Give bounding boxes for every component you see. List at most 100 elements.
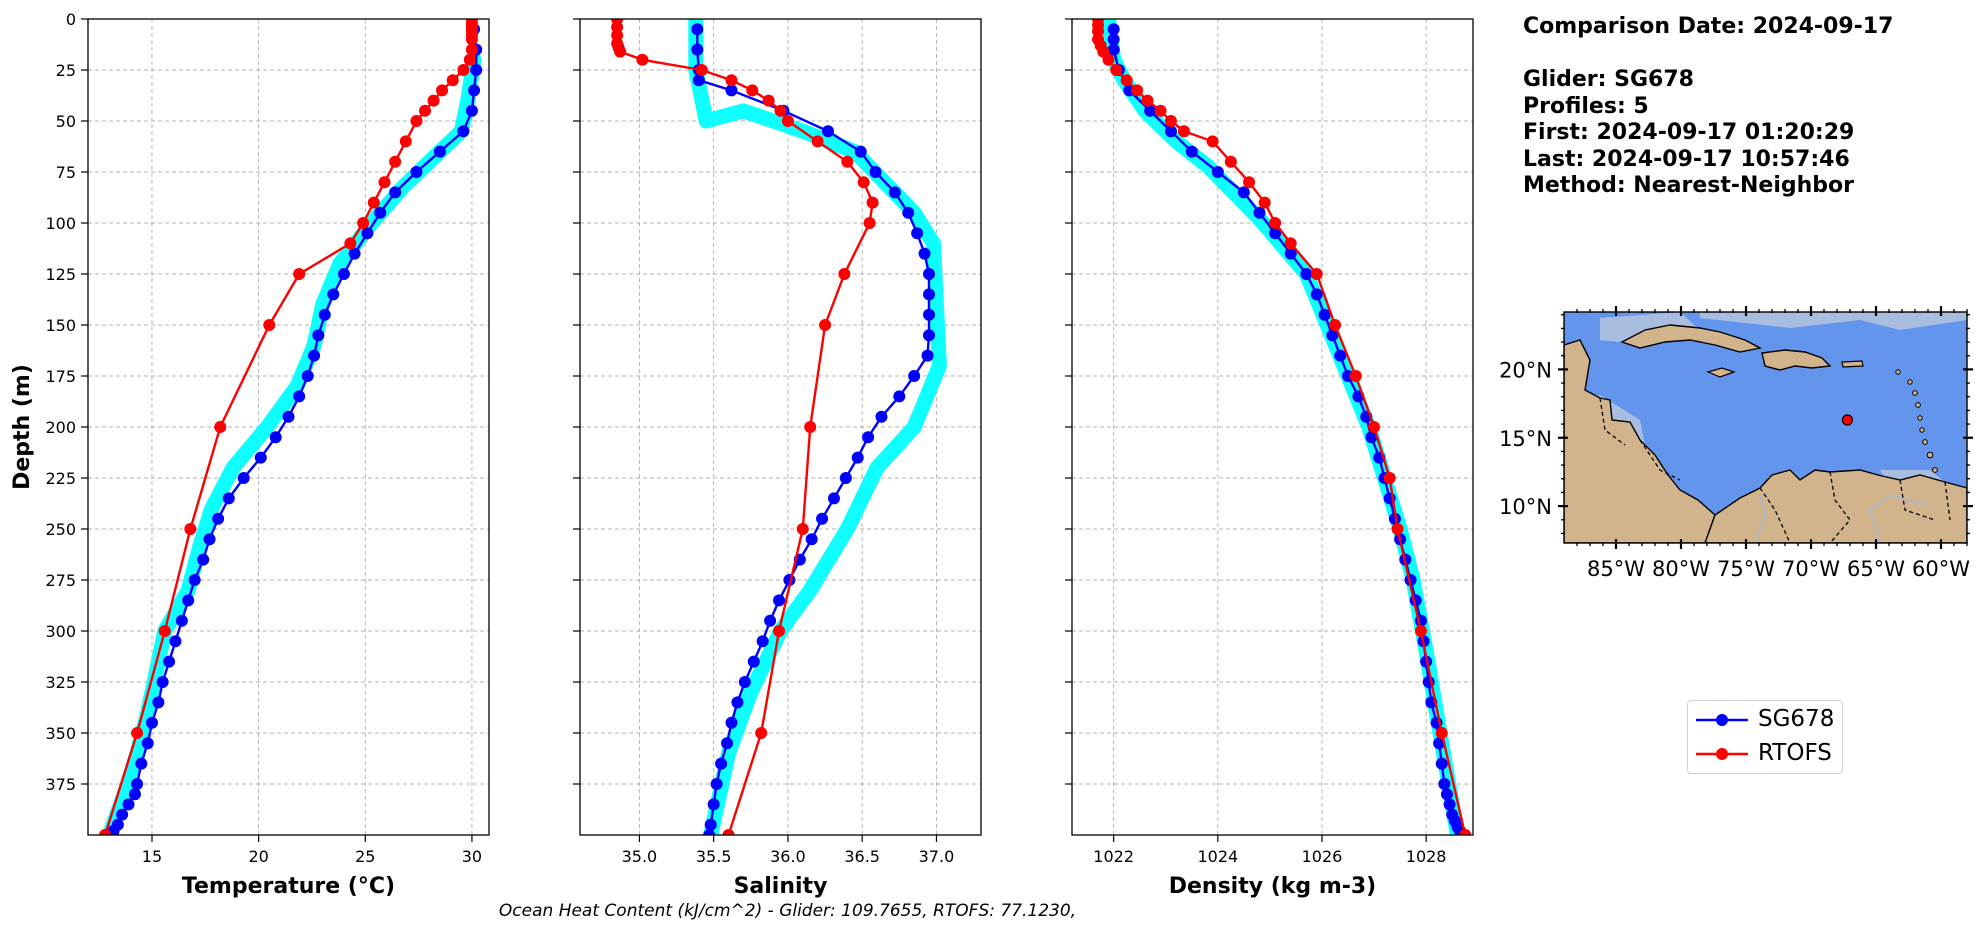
glider-profile-point (1185, 145, 1198, 158)
rtofs-profile-point (796, 523, 809, 535)
map-lon-label: 85°W (1587, 557, 1645, 581)
map-land-jamaica (1706, 367, 1736, 378)
legend: SG678 RTOFS (1687, 700, 1843, 774)
rtofs-profile-point (863, 217, 876, 229)
glider-profile-point (116, 808, 129, 821)
map-land-lesser-antilles (1895, 369, 1938, 473)
x-tick-label: 1024 (1197, 847, 1238, 866)
y-tick-label: 175 (45, 367, 76, 386)
rtofs-profile-point (463, 53, 476, 66)
glider-profile-point (237, 472, 250, 484)
rtofs-profile-point (436, 84, 449, 97)
glider-profile-point (1433, 737, 1446, 750)
rtofs-profile-point (773, 625, 786, 637)
rtofs-profile-point (465, 43, 478, 56)
rtofs-profile-point (819, 319, 832, 331)
rtofs-profile-point (725, 74, 738, 87)
glider-profile-point (293, 390, 306, 403)
y-tick-label: 250 (45, 520, 76, 539)
map-lon-label: 60°W (1912, 557, 1970, 581)
rtofs-profile-point (755, 727, 768, 739)
y-tick-label: 225 (45, 469, 76, 488)
rtofs-profile-point (399, 135, 412, 148)
rtofs-profile-point (1368, 421, 1381, 433)
x-tick-label: 1028 (1406, 847, 1447, 866)
glider-profile-point (301, 370, 314, 382)
y-tick-label: 350 (45, 724, 76, 743)
rtofs-profile-point (1414, 625, 1427, 637)
glider-profile-point (710, 778, 723, 790)
glider-profile-point (410, 166, 423, 178)
rtofs-profile-point (781, 115, 794, 127)
x-tick-label: 36.5 (844, 847, 880, 866)
rtofs-profile-point (419, 104, 432, 117)
glider-profile-point (1440, 788, 1453, 801)
rtofs-profile-point (293, 268, 306, 280)
rtofs-profile-point (214, 421, 227, 433)
glider-profile-point (470, 64, 483, 76)
rtofs-profile-point (774, 104, 787, 117)
glider-profile-point (1107, 43, 1120, 56)
rtofs-profile-point (1243, 176, 1256, 189)
glider-profile-point (1211, 166, 1224, 178)
glider-profile-point (308, 349, 321, 362)
glider-profile-point (212, 512, 225, 525)
glider-profile-point (374, 206, 387, 219)
y-tick-label: 150 (45, 316, 76, 335)
glider-profile-point (337, 268, 350, 280)
map-land-puerto-rico (1841, 360, 1864, 368)
y-tick-label: 375 (45, 775, 76, 794)
glider-profile-point (128, 788, 141, 801)
rtofs-profile-point (866, 196, 879, 209)
rtofs-profile-point (1110, 64, 1123, 76)
last-profile-time: Last: 2024-09-17 10:57:46 (1523, 146, 1850, 172)
glider-profile-point (691, 23, 704, 36)
rtofs-profile-point (1269, 217, 1282, 229)
x-tick-label: 1022 (1093, 847, 1134, 866)
rtofs-profile-point (357, 217, 370, 229)
interpolation-method: Method: Nearest-Neighbor (1523, 173, 1854, 198)
y-tick-label: 125 (45, 265, 76, 284)
map-lon-label: 75°W (1717, 557, 1775, 581)
glider-profile-point (827, 492, 840, 505)
glider-profile-point (1284, 247, 1297, 260)
rtofs-profile-point (158, 625, 171, 637)
glider-profile-point (457, 125, 470, 138)
glider-profile-point (854, 145, 867, 158)
glider-profile-point (175, 614, 188, 627)
glider-profile-point (707, 798, 720, 811)
glider-profile-point (1253, 206, 1266, 219)
glider-profile-point (725, 716, 738, 729)
glider-profile-point (163, 655, 176, 668)
glider-profile-point (756, 635, 769, 648)
glider-profile-point (816, 512, 829, 525)
rtofs-profile-point (1141, 94, 1154, 107)
legend-item-glider: SG678 (1688, 703, 1842, 737)
glider-profile-point (1237, 186, 1250, 199)
glider-profile-point (923, 288, 936, 301)
glider-profile-point (1300, 268, 1313, 280)
rtofs-profile-point (1284, 237, 1297, 250)
rtofs-profile-point (1258, 196, 1271, 209)
map-lon-label: 80°W (1652, 557, 1710, 581)
map-lon-label: 65°W (1847, 557, 1905, 581)
glider-location-marker (1841, 414, 1854, 426)
map-land-cuba (1620, 324, 1763, 353)
glider-profile-point (839, 472, 852, 484)
glider-profile-point (703, 829, 716, 835)
map-lon-label: 70°W (1782, 557, 1840, 581)
density-axis-label: Density (kg m-3) (1169, 874, 1377, 899)
glider-profile-point (156, 676, 169, 688)
glider-profile-point (721, 737, 734, 750)
glider-profile-point (923, 308, 936, 321)
rtofs-profile-point (1177, 125, 1190, 138)
glider-profile-point (921, 349, 934, 362)
y-tick-label: 200 (45, 418, 76, 437)
rtofs-profile-point (695, 64, 708, 76)
glider-profile-point (1310, 288, 1323, 301)
map-lat-label: 20°N (1499, 358, 1552, 382)
rtofs-profile-point (1328, 319, 1341, 331)
glider-profile-point (725, 84, 738, 97)
y-tick-label: 50 (56, 112, 76, 131)
glider-profile-point (348, 247, 361, 260)
